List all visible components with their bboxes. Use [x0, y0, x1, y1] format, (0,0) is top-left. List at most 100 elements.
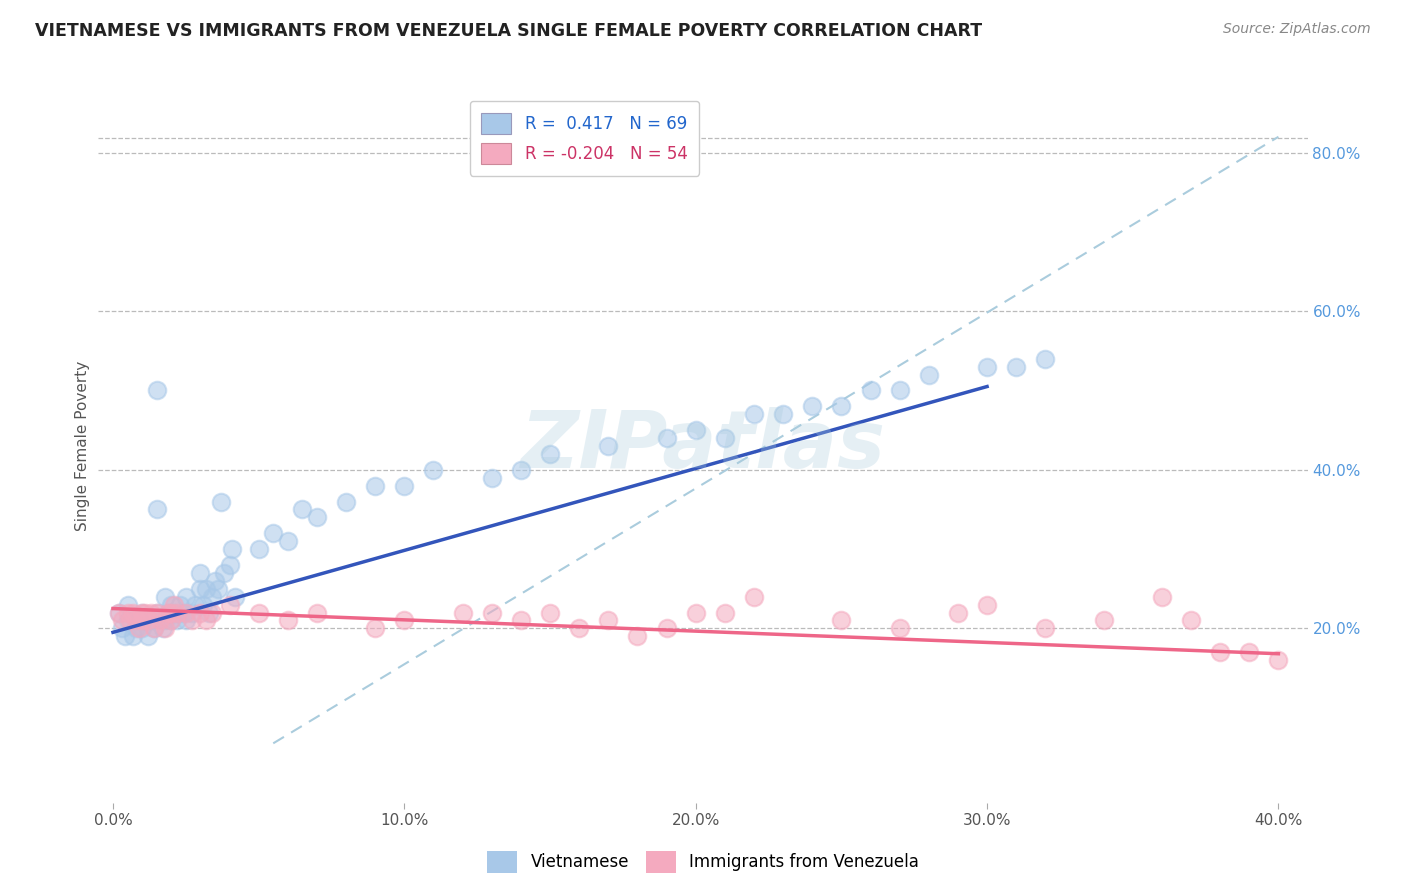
Point [117, 614, 139, 628]
Point [772, 407, 794, 421]
Point [1209, 645, 1232, 659]
Point [481, 471, 503, 485]
Point [538, 606, 561, 620]
Point [108, 606, 131, 620]
Point [163, 598, 186, 612]
Point [111, 621, 134, 635]
Point [160, 598, 183, 612]
Point [128, 621, 150, 635]
Point [1092, 614, 1115, 628]
Point [538, 447, 561, 461]
Point [198, 606, 221, 620]
Point [626, 629, 648, 643]
Point [509, 614, 531, 628]
Legend: R =  0.417   N = 69, R = -0.204   N = 54: R = 0.417 N = 69, R = -0.204 N = 54 [470, 101, 699, 176]
Point [125, 621, 148, 635]
Point [685, 606, 707, 620]
Point [166, 614, 188, 628]
Point [364, 478, 387, 492]
Point [134, 606, 156, 620]
Point [145, 502, 167, 516]
Point [742, 590, 765, 604]
Point [145, 384, 167, 398]
Point [136, 614, 159, 628]
Point [946, 606, 969, 620]
Point [1267, 653, 1289, 667]
Point [142, 621, 165, 635]
Point [1005, 359, 1028, 374]
Point [157, 606, 180, 620]
Point [166, 606, 188, 620]
Point [122, 629, 145, 643]
Point [364, 621, 387, 635]
Point [190, 606, 212, 620]
Point [291, 502, 314, 516]
Point [180, 614, 202, 628]
Point [195, 582, 218, 596]
Point [685, 423, 707, 437]
Point [136, 629, 159, 643]
Point [509, 463, 531, 477]
Point [160, 606, 183, 620]
Point [714, 431, 737, 445]
Point [183, 598, 205, 612]
Point [1239, 645, 1261, 659]
Point [1033, 621, 1056, 635]
Point [976, 598, 998, 612]
Point [108, 606, 131, 620]
Point [174, 590, 197, 604]
Point [195, 614, 218, 628]
Text: VIETNAMESE VS IMMIGRANTS FROM VENEZUELA SINGLE FEMALE POVERTY CORRELATION CHART: VIETNAMESE VS IMMIGRANTS FROM VENEZUELA … [35, 22, 983, 40]
Point [976, 359, 998, 374]
Point [155, 590, 177, 604]
Point [209, 494, 232, 508]
Point [152, 621, 174, 635]
Text: ZIPatlas: ZIPatlas [520, 407, 886, 485]
Point [204, 574, 226, 588]
Point [155, 614, 177, 628]
Point [1033, 351, 1056, 366]
Point [277, 614, 299, 628]
Point [169, 598, 191, 612]
Point [172, 606, 194, 620]
Point [142, 621, 165, 635]
Point [131, 606, 153, 620]
Point [224, 590, 246, 604]
Point [122, 606, 145, 620]
Point [131, 606, 153, 620]
Point [889, 384, 911, 398]
Point [174, 606, 197, 620]
Point [218, 558, 240, 572]
Point [201, 606, 224, 620]
Point [305, 606, 328, 620]
Point [889, 621, 911, 635]
Point [918, 368, 941, 382]
Point [655, 431, 678, 445]
Point [714, 606, 737, 620]
Point [598, 439, 620, 453]
Point [598, 614, 620, 628]
Point [125, 614, 148, 628]
Point [157, 606, 180, 620]
Point [1180, 614, 1202, 628]
Point [149, 614, 172, 628]
Point [221, 542, 243, 557]
Point [145, 606, 167, 620]
Point [120, 614, 142, 628]
Point [742, 407, 765, 421]
Point [128, 614, 150, 628]
Point [394, 614, 416, 628]
Point [111, 614, 134, 628]
Point [801, 400, 824, 414]
Point [160, 614, 183, 628]
Point [131, 621, 153, 635]
Point [174, 614, 197, 628]
Point [131, 614, 153, 628]
Point [190, 582, 212, 596]
Point [277, 534, 299, 549]
Point [193, 598, 215, 612]
Point [180, 606, 202, 620]
Text: Source: ZipAtlas.com: Source: ZipAtlas.com [1223, 22, 1371, 37]
Point [139, 606, 162, 620]
Point [247, 542, 270, 557]
